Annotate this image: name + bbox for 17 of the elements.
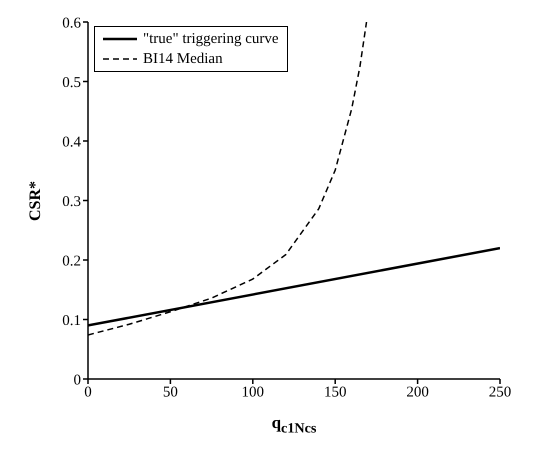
x-tick-label: 150 <box>324 384 346 401</box>
y-tick-label: 0.6 <box>62 15 82 32</box>
x-tick-label: 200 <box>406 384 429 401</box>
x-axis-title: q$_{c1Ncs}$ <box>270 413 318 438</box>
y-tick-label: 0.4 <box>62 134 82 150</box>
y-tick-label: 0 <box>74 372 81 388</box>
y-axis-title: CSR* <box>27 180 45 221</box>
y-tick-label: 0.5 <box>62 74 81 91</box>
x-tick-label: 100 <box>242 384 264 401</box>
y-tick-label: 0.1 <box>62 312 81 329</box>
legend-label: "true" triggering curve <box>143 30 279 49</box>
x-tick-label: 0 <box>84 384 92 401</box>
x-tick-label: 50 <box>162 384 178 401</box>
y-tick-label: 0.3 <box>62 194 81 210</box>
legend-label: BI14 Median <box>143 50 223 69</box>
y-tick-label: 0.2 <box>62 253 81 270</box>
x-tick-label: 250 <box>488 384 512 401</box>
